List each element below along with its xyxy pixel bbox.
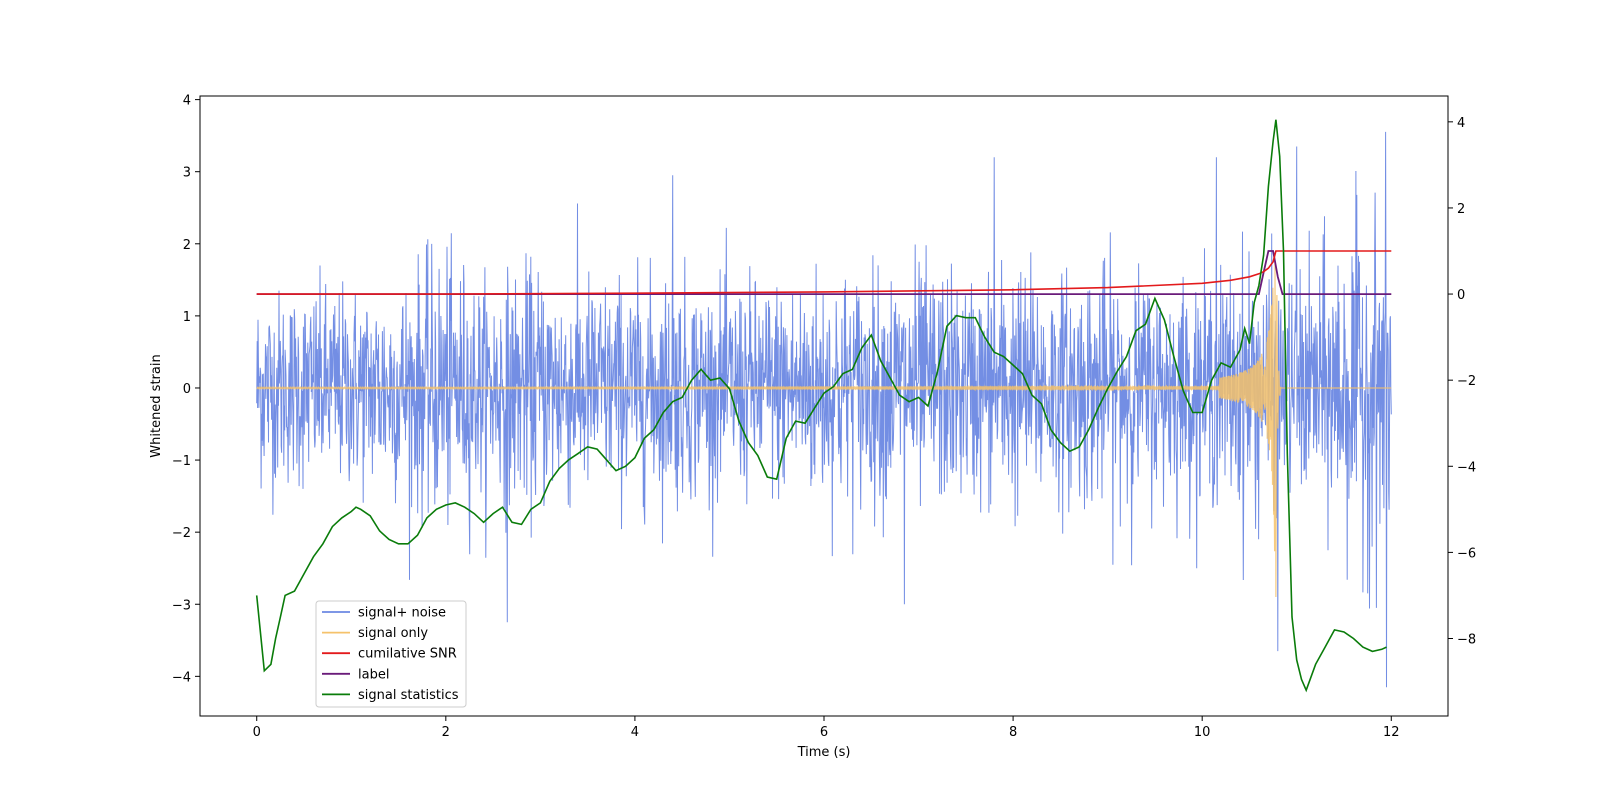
legend-entry: label <box>358 667 389 682</box>
series-line-label <box>256 250 1392 296</box>
y-left-tick-label: −3 <box>172 598 191 613</box>
y-right-tick-label: −4 <box>1457 460 1476 475</box>
x-tick-label: 2 <box>442 725 450 740</box>
series-line-signal-statistics <box>255 119 1387 693</box>
x-axis: 0 2 4 6 8 10 12 <box>253 716 1400 740</box>
y-right-tick-label: 4 <box>1457 116 1465 131</box>
series-line-signal-noise <box>256 131 1392 688</box>
y-axis-left: −4 −3 −2 −1 0 1 2 3 4 <box>172 94 200 685</box>
legend: signal+ noise signal only cumilative SNR la… <box>315 600 467 708</box>
y-right-tick-label: −2 <box>1457 374 1476 389</box>
y-axis-label: Whitened strain <box>149 354 164 457</box>
y-left-tick-label: 3 <box>183 166 191 181</box>
legend-entry: cumilative SNR <box>358 647 457 662</box>
series-line-cumulative-snr <box>256 250 1392 295</box>
y-left-tick-label: −2 <box>172 526 191 541</box>
y-right-tick-label: −6 <box>1457 546 1476 561</box>
series-layer <box>255 119 1392 693</box>
legend-entry: signal+ noise <box>358 606 446 621</box>
x-tick-label: 10 <box>1194 725 1211 740</box>
y-left-tick-label: 4 <box>183 94 191 109</box>
y-right-tick-label: 0 <box>1457 288 1465 303</box>
y-left-tick-label: −1 <box>172 454 191 469</box>
y-left-tick-label: 2 <box>183 238 191 253</box>
y-left-tick-label: 1 <box>183 310 191 325</box>
y-left-tick-label: 0 <box>183 382 191 397</box>
legend-box <box>315 600 467 708</box>
x-axis-label: Time (s) <box>797 745 851 760</box>
y-left-tick-label: −4 <box>172 670 191 685</box>
x-tick-label: 0 <box>253 725 261 740</box>
legend-entry: signal statistics <box>358 688 459 703</box>
y-axis-right: −8 −6 −4 −2 0 2 4 <box>1448 116 1476 648</box>
x-tick-label: 12 <box>1383 725 1400 740</box>
series-line-signal-only <box>256 263 1392 598</box>
x-tick-label: 4 <box>631 725 639 740</box>
legend-entry: signal only <box>358 626 428 641</box>
x-tick-label: 8 <box>1009 725 1017 740</box>
x-tick-label: 6 <box>820 725 828 740</box>
y-right-tick-label: −8 <box>1457 633 1476 648</box>
y-right-tick-label: 2 <box>1457 202 1465 217</box>
